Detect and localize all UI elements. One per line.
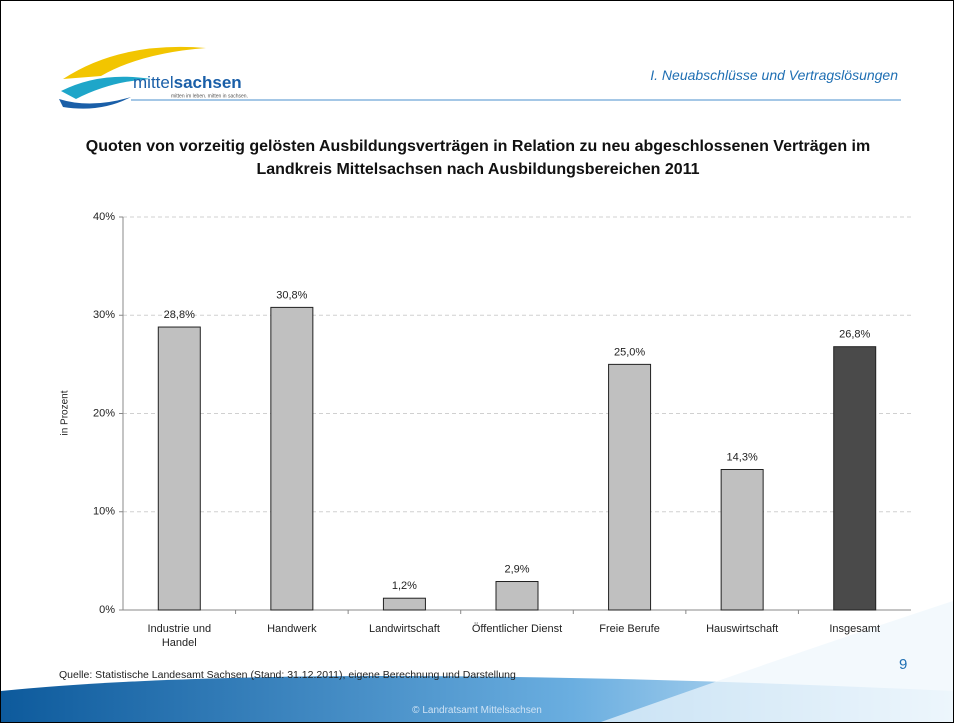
logo-tagline: mitten im leben. mitten in sachsen. [171,93,248,99]
copyright: © Landratsamt Mittelsachsen [412,705,542,716]
y-axis-label: in Prozent [60,390,71,435]
y-tick-label: 0% [99,604,115,616]
section-title: I. Neuabschlüsse und Vertragslösungen [650,67,898,83]
y-tick-label: 30% [93,309,115,321]
value-label: 28,8% [164,309,195,321]
x-tick-label: Hauswirtschaft [706,623,779,635]
y-tick-label: 20% [93,407,115,419]
x-tick-label: Öffentlicher Dienst [471,623,563,635]
bar [608,363,652,611]
value-label: 2,9% [504,563,529,575]
value-label: 1,2% [392,580,417,592]
logo-shape [63,46,206,79]
y-tick-label: 40% [93,211,115,223]
logo-shape [61,76,151,99]
logo-shape [59,97,131,109]
logo-text: mittelsachsen [133,73,242,92]
footer-swoosh [601,601,953,722]
x-tick-label: Industrie und Handel [147,623,212,649]
value-label: 26,8% [839,329,870,341]
x-tick-label: Handwerk [267,623,317,635]
bar [495,581,539,611]
chart-title: Quoten von vorzeitig gelösten Ausbildung… [85,138,871,178]
source: Quelle: Statistische Landesamt Sachsen (… [59,669,516,681]
value-label: 25,0% [614,346,645,358]
value-label: 14,3% [727,451,758,463]
bar [833,346,877,611]
bar [157,326,201,611]
x-tick-label: Insgesamt [829,623,881,635]
bar [382,597,426,611]
y-tick-label: 10% [93,506,115,518]
bar [270,306,314,611]
x-tick-label: Freie Berufe [599,623,660,635]
value-label: 30,8% [276,289,307,301]
x-tick-label: Landwirtschaft [368,623,440,635]
page-number: 9 [899,656,908,673]
bar [720,469,764,611]
